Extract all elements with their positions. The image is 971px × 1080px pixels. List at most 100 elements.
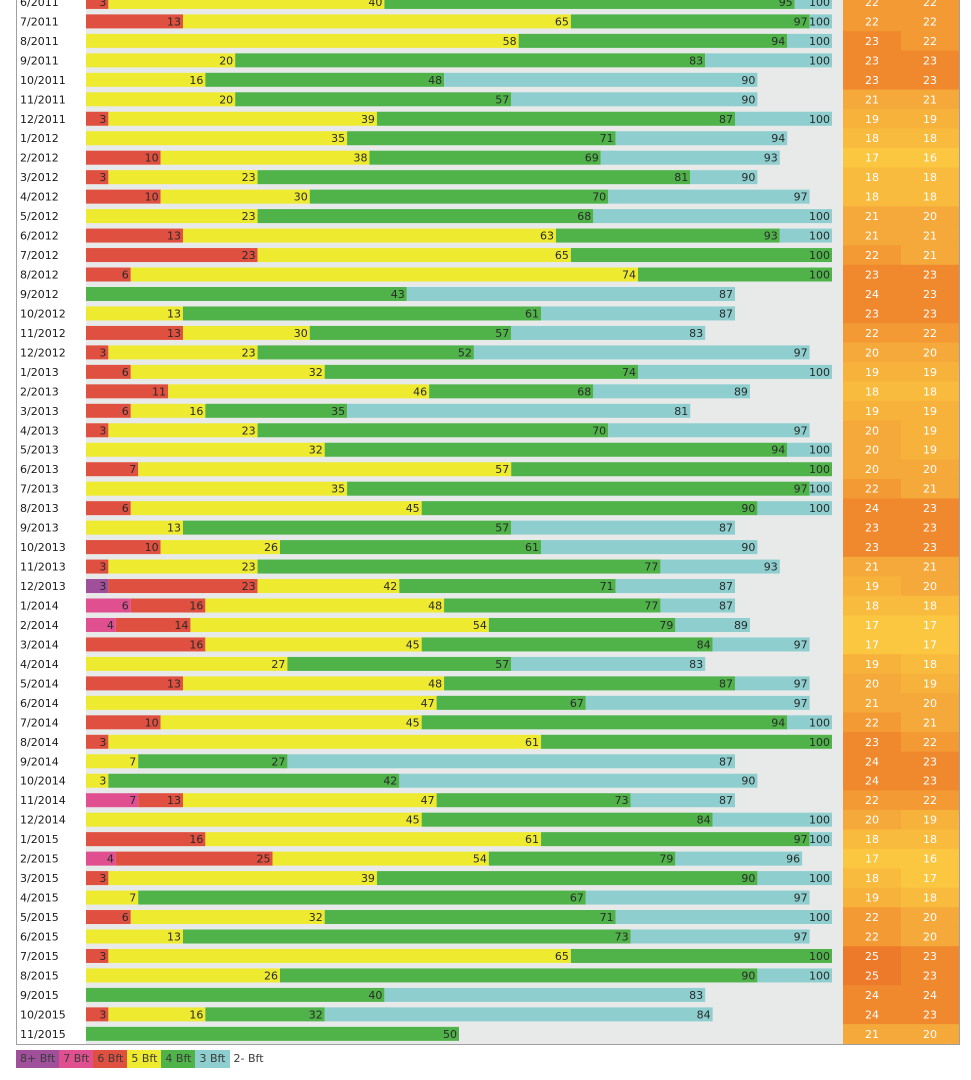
data-label: 84 <box>697 638 711 651</box>
temp-value-1: 23 <box>865 541 879 554</box>
bar-segment <box>86 462 139 477</box>
data-label: 10 <box>145 541 159 554</box>
legend-item: 7 Bft <box>59 1050 94 1068</box>
table-row: 10/2014 3 42 90 24 23 <box>20 771 959 791</box>
temp-cell-1 <box>843 926 901 947</box>
row-label: 2/2012 <box>20 152 59 165</box>
bar-segment <box>735 111 832 126</box>
row-label: 10/2013 <box>20 541 66 554</box>
data-label: 97 <box>794 697 808 710</box>
temp-value-1: 23 <box>865 307 879 320</box>
data-label: 10 <box>145 152 159 165</box>
data-label: 3 <box>99 775 106 788</box>
bar-segment <box>347 481 810 496</box>
temp-cell-1 <box>843 907 901 928</box>
temp-value-2: 23 <box>923 502 937 515</box>
bar-segment <box>384 987 706 1002</box>
table-row: 1/2014 6 16 48 77 87 18 18 <box>20 595 959 616</box>
bar-segment <box>160 150 370 165</box>
data-label: 54 <box>473 619 487 632</box>
temp-value-1: 17 <box>865 619 879 632</box>
data-label: 87 <box>719 677 733 690</box>
temp-value-1: 22 <box>865 483 879 496</box>
temp-value-1: 24 <box>865 502 879 515</box>
data-label: 97 <box>794 638 808 651</box>
temp-cell-2 <box>901 206 959 227</box>
bar-segment <box>86 92 236 107</box>
temp-cell-1 <box>843 264 901 285</box>
temp-value-1: 23 <box>865 736 879 749</box>
data-label: 100 <box>809 814 830 827</box>
temp-cell-2 <box>901 225 959 246</box>
temp-cell-2 <box>901 751 959 772</box>
row-label: 11/2014 <box>20 794 66 807</box>
data-label: 100 <box>809 444 830 457</box>
bar-segment <box>757 871 832 886</box>
bar-segment <box>257 345 474 360</box>
bar-segment <box>182 520 512 535</box>
table-row: 7/2011 13 65 97 100 22 22 <box>20 11 959 32</box>
data-label: 61 <box>525 307 539 320</box>
temp-value-2: 23 <box>923 74 937 87</box>
bar-segment <box>86 812 422 827</box>
bar-segment <box>86 364 131 379</box>
temp-value-1: 20 <box>865 463 879 476</box>
bar-segment <box>585 890 810 905</box>
temp-value-2: 19 <box>923 366 937 379</box>
legend-item: 6 Bft <box>93 1050 128 1068</box>
bar-segment <box>541 734 832 749</box>
temp-cell-1 <box>843 147 901 168</box>
data-label: 3 <box>99 424 106 437</box>
temp-cell-1 <box>843 1024 901 1044</box>
temp-value-1: 23 <box>865 74 879 87</box>
data-label: 100 <box>809 716 830 729</box>
data-label: 100 <box>809 249 830 262</box>
row-label: 8/2012 <box>20 269 59 282</box>
bar-segment <box>86 793 139 808</box>
bar-segment <box>115 617 191 632</box>
temp-value-1: 18 <box>865 833 879 846</box>
data-label: 11 <box>152 385 166 398</box>
data-label: 81 <box>674 405 688 418</box>
bar-segment <box>86 968 280 983</box>
temp-cell-2 <box>901 381 959 402</box>
bar-segment <box>630 793 736 808</box>
temp-value-1: 22 <box>865 930 879 943</box>
data-label: 32 <box>309 911 323 924</box>
table-row: 4/2012 10 30 70 97 18 18 <box>20 186 959 207</box>
bar-segment <box>108 948 571 963</box>
data-label: 65 <box>555 249 569 262</box>
bar-segment <box>190 617 489 632</box>
table-row: 11/2011 20 57 90 21 21 <box>20 89 959 110</box>
bar-segment <box>541 306 736 321</box>
bar-segment <box>511 325 706 340</box>
temp-value-1: 20 <box>865 346 879 359</box>
data-label: 73 <box>615 794 629 807</box>
temp-value-2: 23 <box>923 541 937 554</box>
bar-segment <box>86 540 161 555</box>
temp-value-1: 18 <box>865 872 879 885</box>
temp-value-2: 18 <box>923 600 937 613</box>
bar-segment <box>86 248 258 263</box>
data-label: 87 <box>719 580 733 593</box>
bar-segment <box>108 170 258 185</box>
temp-value-1: 24 <box>865 288 879 301</box>
bar-segment <box>257 248 571 263</box>
data-label: 87 <box>719 307 733 320</box>
temp-value-2: 18 <box>923 833 937 846</box>
temp-value-2: 23 <box>923 969 937 982</box>
temp-value-2: 16 <box>923 853 937 866</box>
data-label: 45 <box>406 814 420 827</box>
temp-value-2: 22 <box>923 35 937 48</box>
bar-segment <box>757 968 832 983</box>
bar-segment <box>86 617 116 632</box>
table-row: 1/2015 16 61 97 100 18 18 <box>20 829 959 850</box>
bar-segment <box>130 403 206 418</box>
temp-value-2: 23 <box>923 54 937 67</box>
table-row: 11/2012 13 30 57 83 22 22 <box>20 323 959 344</box>
bar-segment <box>436 695 586 710</box>
temp-cell-1 <box>843 809 901 830</box>
data-label: 48 <box>428 677 442 690</box>
temp-cell-1 <box>843 985 901 1006</box>
temp-value-2: 23 <box>923 775 937 788</box>
